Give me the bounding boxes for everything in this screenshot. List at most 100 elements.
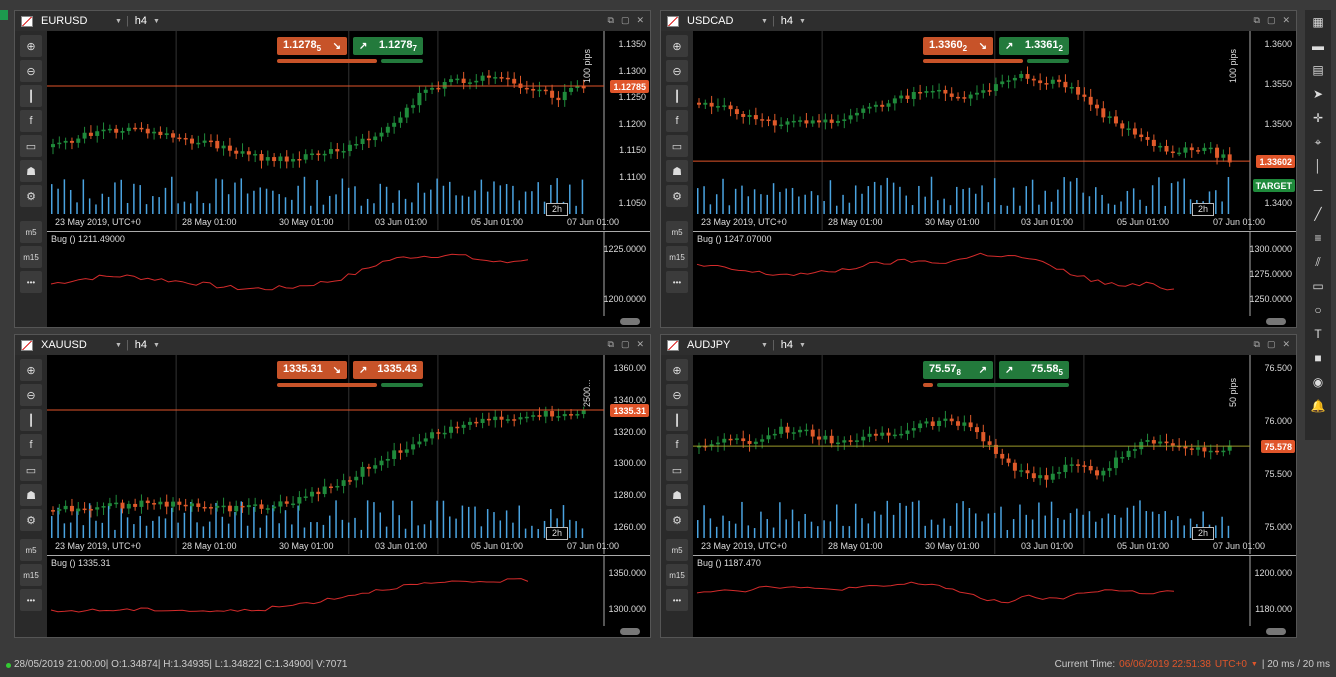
more-options-icon[interactable]: ••• [666,589,688,611]
facebook-share-icon[interactable]: f [20,434,42,456]
indicator-pane[interactable]: Bug () 1335.31 1350.000 1300.000 [47,555,650,626]
symbol-name[interactable]: EURUSD [41,15,88,27]
zoom-select-icon[interactable]: ⌖ [1314,134,1322,149]
symbol-name[interactable]: XAUUSD [41,339,87,351]
price-chart[interactable]: 76.500 76.000 75.500 75.000 75.578 50 pips 23 … [693,355,1296,554]
horizontal-scroll-handle[interactable] [620,318,640,325]
camera-icon[interactable]: ◉ [1312,375,1324,389]
horizontal-scroll-handle[interactable] [1266,628,1286,635]
horizontal-scroll-handle[interactable] [620,628,640,635]
timezone-dropdown-icon[interactable]: ▼ [1250,661,1258,668]
indicator-pane[interactable]: Bug () 1247.07000 1300.0000 1275.0000 1250.… [693,231,1296,316]
maximize-window-icon[interactable]: ▢ [1266,15,1276,25]
timeframe-m5-icon[interactable]: m5 [20,539,42,561]
timeframe-m15-icon[interactable]: m15 [666,564,688,586]
timeframe-selector[interactable]: h4 [134,339,148,351]
chart-settings-icon[interactable]: ⚙ [20,185,42,207]
detach-window-icon[interactable]: ⧉ [1253,339,1260,349]
ellipse-icon[interactable]: ○ [1314,303,1322,317]
buy-button[interactable]: ↗ 75.585 [999,361,1069,379]
buy-button[interactable]: ↗ 1.33612 [999,37,1069,55]
text-icon[interactable]: T [1314,327,1322,341]
timeframe-selector[interactable]: h4 [780,15,794,27]
more-options-icon[interactable]: ••• [20,271,42,293]
horizontal-line-icon[interactable]: ─ [1313,183,1323,197]
chart-settings-icon[interactable]: ⚙ [20,509,42,531]
timeframe-m5-icon[interactable]: m5 [20,221,42,243]
broker-icon[interactable]: ▭ [20,459,42,481]
broker-icon[interactable]: ▭ [666,459,688,481]
timeframe-dropdown-icon[interactable]: ▼ [153,341,160,349]
symbol-dropdown-icon[interactable]: ▼ [115,341,122,349]
timeframe-dropdown-icon[interactable]: ▼ [799,17,806,25]
price-chart[interactable]: 1.1350 1.1300 1.1250 1.1200 1.1150 1.1100 1.10… [47,31,650,230]
chart-titlebar[interactable]: XAUUSD ▼ | h4 ▼ ⧉ ▢ ✕ [15,335,650,355]
zoom-out-icon[interactable]: ⊖ [20,60,42,82]
facebook-share-icon[interactable]: f [20,110,42,132]
sell-button[interactable]: 1.33602 ↘ [923,37,993,55]
indicator-pane[interactable]: Bug () 1211.49000 1225.0000 1200.0000 [47,231,650,316]
candlestick-type-icon[interactable]: ┃ [20,409,42,431]
more-options-icon[interactable]: ••• [666,271,688,293]
trader-icon[interactable]: ☗ [666,160,688,182]
detach-window-icon[interactable]: ⧉ [607,339,614,349]
buy-button[interactable]: ↗ 1.12787 [353,37,423,55]
chart-settings-icon[interactable]: ⚙ [666,185,688,207]
price-chart[interactable]: 1360.00 1340.00 1320.00 1300.00 1280.00 1260.… [47,355,650,554]
symbol-dropdown-icon[interactable]: ▼ [761,341,768,349]
sell-button[interactable]: 1335.31 ↘ [277,361,347,379]
facebook-share-icon[interactable]: f [666,110,688,132]
trader-icon[interactable]: ☗ [20,160,42,182]
zoom-out-icon[interactable]: ⊖ [20,384,42,406]
symbol-name[interactable]: AUDJPY [687,339,731,351]
candlestick-type-icon[interactable]: ┃ [666,85,688,107]
candlestick-type-icon[interactable]: ┃ [20,85,42,107]
fibonacci-icon[interactable]: ≡ [1314,231,1322,245]
symbol-name[interactable]: USDCAD [687,15,734,27]
chart-titlebar[interactable]: AUDJPY ▼ | h4 ▼ ⧉ ▢ ✕ [661,335,1296,355]
detach-window-icon[interactable]: ⧉ [607,15,614,25]
sell-button[interactable]: 1.12785 ↘ [277,37,347,55]
timeframe-dropdown-icon[interactable]: ▼ [153,17,160,25]
zoom-in-icon[interactable]: ⊕ [666,35,688,57]
grid-icon[interactable]: ▦ [1312,15,1324,29]
maximize-window-icon[interactable]: ▢ [620,15,630,25]
trader-icon[interactable]: ☗ [20,484,42,506]
zoom-in-icon[interactable]: ⊕ [20,35,42,57]
timezone-selector[interactable]: UTC+0 [1214,659,1247,670]
zoom-in-icon[interactable]: ⊕ [666,359,688,381]
timeframe-m15-icon[interactable]: m15 [666,246,688,268]
timeframe-m15-icon[interactable]: m15 [20,246,42,268]
cursor-icon[interactable]: ➤ [1312,87,1324,101]
facebook-share-icon[interactable]: f [666,434,688,456]
more-options-icon[interactable]: ••• [20,589,42,611]
close-window-icon[interactable]: ✕ [636,339,644,349]
timeframe-m15-icon[interactable]: m15 [20,564,42,586]
channel-icon[interactable]: ⫽ [1315,254,1321,269]
close-window-icon[interactable]: ✕ [1282,339,1290,349]
sell-button[interactable]: 75.578 ↗ [923,361,993,379]
maximize-window-icon[interactable]: ▢ [1266,339,1276,349]
price-chart[interactable]: 1.36001.35501.35001.34501.34001.33602TAR… [693,31,1296,230]
indicator-pane[interactable]: Bug () 1187.470 1200.000 1180.000 [693,555,1296,626]
close-window-icon[interactable]: ✕ [1282,15,1290,25]
symbol-dropdown-icon[interactable]: ▼ [115,17,122,25]
candlestick-type-icon[interactable]: ┃ [666,409,688,431]
maximize-window-icon[interactable]: ▢ [620,339,630,349]
timeframe-selector[interactable]: h4 [134,15,148,27]
timeframe-m5-icon[interactable]: m5 [666,539,688,561]
trend-line-icon[interactable]: ╱ [1314,207,1322,221]
chart-titlebar[interactable]: EURUSD ▼ | h4 ▼ ⧉ ▢ ✕ [15,11,650,31]
detach-window-icon[interactable]: ⧉ [1253,15,1260,25]
timeframe-dropdown-icon[interactable]: ▼ [799,341,806,349]
zoom-out-icon[interactable]: ⊖ [666,384,688,406]
close-window-icon[interactable]: ✕ [636,15,644,25]
split-layout-icon[interactable]: ▤ [1312,63,1324,77]
broker-icon[interactable]: ▭ [666,135,688,157]
crosshair-icon[interactable]: ✛ [1312,111,1324,125]
timeframe-selector[interactable]: h4 [780,339,794,351]
buy-button[interactable]: ↗ 1335.43 [353,361,423,379]
target-tag[interactable]: TARGET [1252,179,1295,193]
single-layout-icon[interactable]: ▬ [1312,39,1324,53]
zoom-in-icon[interactable]: ⊕ [20,359,42,381]
